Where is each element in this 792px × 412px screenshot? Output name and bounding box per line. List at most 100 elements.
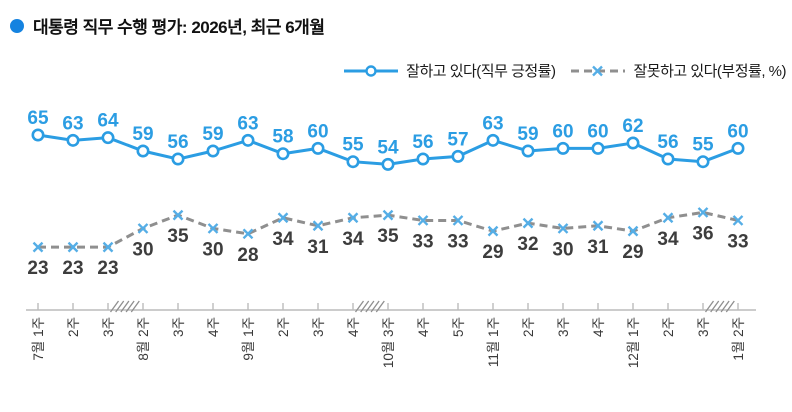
positive-marker-circle [696, 155, 710, 169]
negative-value-label: 35 [167, 226, 189, 247]
positive-value-label: 55 [342, 135, 364, 156]
positive-marker-circle [136, 144, 150, 158]
negative-marker-x [662, 212, 674, 224]
chart-title: 대통령 직무 수행 평가: 2026년, 최근 6개월 [33, 18, 325, 37]
positive-value-label: 59 [517, 124, 538, 145]
positive-marker-circle [101, 131, 115, 145]
x-axis-tick-label: 9월 1주 [241, 317, 256, 361]
positive-marker-circle [381, 157, 395, 171]
positive-marker-circle [416, 152, 430, 166]
x-axis-tick-label: 4주 [206, 317, 221, 337]
negative-value-label: 30 [132, 239, 153, 260]
positive-value-label: 63 [62, 113, 83, 134]
solid-line-circle-marker-icon [344, 64, 399, 77]
negative-value-label: 29 [482, 242, 503, 263]
positive-value-label: 62 [622, 116, 643, 137]
positive-value-label: 56 [657, 132, 678, 153]
negative-marker-x [452, 215, 464, 226]
x-axis-tick-label: 12월 1주 [626, 317, 641, 368]
negative-marker-x [67, 241, 79, 253]
positive-marker-circle [346, 155, 360, 169]
negative-marker-x [32, 241, 44, 253]
series-positive: 65 63 64 59 56 59 63 58 60 55 54 56 57 63 59 60 60 62 56 55… [27, 108, 749, 171]
positive-marker-circle [171, 152, 185, 166]
negative-value-label: 23 [27, 258, 48, 279]
positive-marker-circle [626, 136, 640, 150]
x-axis-tick-label: 2주 [661, 317, 676, 337]
negative-value-label: 34 [272, 229, 294, 250]
negative-value-label: 32 [517, 234, 538, 255]
x-axis-tick-label: 11월 1주 [486, 317, 501, 367]
negative-value-label: 29 [622, 242, 643, 263]
title-bullet-icon [10, 18, 24, 33]
positive-marker-circle [521, 144, 535, 158]
negative-marker-x [137, 223, 149, 234]
positive-value-label: 60 [587, 121, 608, 142]
negative-marker-x [207, 223, 219, 234]
positive-marker-circle [206, 144, 220, 158]
negative-value-label: 36 [692, 223, 713, 244]
positive-marker-circle [311, 141, 325, 155]
negative-value-label: 31 [307, 237, 329, 258]
negative-marker-x [242, 228, 254, 240]
x-axis-tick-label: 4주 [591, 317, 606, 337]
positive-value-label: 56 [412, 132, 433, 153]
positive-marker-circle [66, 133, 80, 147]
axis-break-icon [704, 300, 735, 313]
chart-title-row: 대통령 직무 수행 평가: 2026년, 최근 6개월 [10, 13, 325, 38]
negative-value-label: 33 [727, 231, 748, 252]
x-axis-tick-label: 2주 [66, 317, 81, 337]
x-axis: 7월 1주 2주 3주 8월 2주 3주 4주 9월 1주 2주 3주 4주 10월 3주 4주 5주 1… [26, 300, 756, 368]
x-axis-tick-label: 3주 [556, 317, 571, 337]
negative-marker-x [312, 220, 324, 232]
positive-value-label: 63 [482, 113, 503, 134]
positive-value-label: 59 [132, 124, 153, 145]
x-axis-tick-label: 3주 [311, 317, 326, 337]
positive-value-label: 60 [552, 121, 573, 142]
negative-value-label: 33 [412, 231, 433, 252]
positive-value-label: 58 [272, 127, 293, 148]
positive-marker-circle [556, 141, 570, 155]
negative-marker-x [172, 209, 184, 221]
positive-marker-circle [31, 128, 45, 142]
positive-value-label: 57 [447, 129, 468, 150]
x-axis-tick-label: 7월 1주 [31, 317, 46, 361]
positive-value-label: 60 [307, 121, 328, 142]
x-axis-tick-label: 2주 [521, 317, 536, 337]
positive-marker-circle [591, 141, 605, 155]
positive-marker-circle [241, 133, 255, 147]
negative-value-label: 34 [342, 229, 364, 250]
negative-value-label: 35 [377, 226, 399, 247]
x-axis-tick-label: 8월 2주 [136, 317, 151, 361]
x-axis-tick-label: 3주 [696, 317, 711, 337]
x-axis-tick-label: 2주 [276, 317, 291, 337]
positive-marker-circle [276, 147, 290, 161]
positive-value-label: 60 [727, 121, 748, 142]
axis-break-icon [354, 300, 385, 313]
positive-marker-circle [731, 141, 745, 155]
positive-value-label: 55 [692, 135, 714, 156]
dashed-line-x-marker-icon [571, 65, 626, 76]
negative-marker-x [697, 207, 709, 218]
x-axis-tick-label: 5주 [451, 317, 466, 337]
positive-value-label: 59 [202, 124, 223, 145]
positive-value-label: 63 [237, 113, 258, 134]
positive-marker-circle [486, 133, 500, 147]
negative-marker-x [557, 223, 569, 234]
x-axis-tick-label: 4주 [346, 317, 361, 337]
negative-marker-x [522, 217, 534, 229]
legend-item-positive: 잘하고 있다(직무 긍정률) [342, 60, 556, 81]
legend-label-positive: 잘하고 있다(직무 긍정률) [406, 63, 556, 80]
x-axis-tick-label: 3주 [101, 317, 116, 337]
negative-value-label: 30 [552, 239, 573, 260]
x-axis-tick-label: 3주 [171, 317, 186, 337]
positive-value-label: 54 [377, 137, 399, 158]
negative-marker-x [627, 225, 639, 237]
negative-marker-x [277, 212, 289, 224]
negative-value-label: 34 [657, 229, 679, 250]
positive-value-label: 64 [97, 111, 119, 132]
positive-value-label: 56 [167, 132, 188, 153]
positive-marker-circle [661, 152, 675, 166]
negative-marker-x [347, 212, 359, 224]
